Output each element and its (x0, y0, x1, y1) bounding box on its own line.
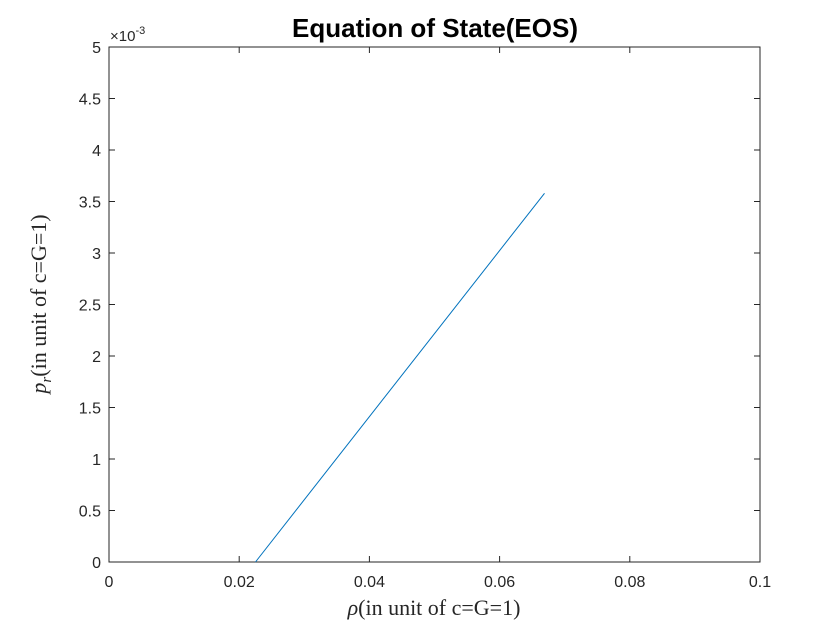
x-tick-label: 0.08 (614, 574, 645, 591)
series-layer (255, 192, 545, 563)
y-multiplier-exponent: -3 (135, 25, 145, 37)
plot-area (108, 46, 761, 563)
y-axis: 0 0.5 1 1.5 2 2.5 3 3.5 4 4.5 5 (79, 40, 760, 572)
y-tick-label: 4 (92, 143, 101, 160)
y-axis-symbol: p (26, 383, 51, 396)
y-tick-label: 5 (92, 40, 101, 57)
y-tick-label: 0.5 (79, 504, 101, 521)
x-tick-label: 0.1 (749, 574, 771, 591)
x-tick-label: 0 (105, 574, 114, 591)
y-axis-multiplier: ×10-3 (110, 25, 145, 45)
x-tick-label: 0.06 (484, 574, 515, 591)
y-tick-label: 2.5 (79, 298, 101, 315)
y-tick-label: 2 (92, 349, 101, 366)
y-axis-subscript: r (39, 377, 55, 383)
x-axis-symbol: ρ (347, 595, 359, 620)
chart-title: Equation of State(EOS) (292, 13, 578, 43)
y-multiplier-prefix: ×10 (110, 28, 135, 45)
series-line (255, 192, 545, 563)
y-tick-label: 0 (92, 555, 101, 572)
x-axis-label: ρ(in unit of c=G=1) (347, 595, 521, 620)
y-tick-label: 3 (92, 246, 101, 263)
y-axis-label: pr(in unit of c=G=1) (26, 214, 55, 395)
x-axis: 0 0.02 0.04 0.06 0.08 0.1 (105, 47, 771, 591)
x-axis-label-text: (in unit of c=G=1) (358, 595, 520, 620)
y-tick-label: 1.5 (79, 401, 101, 418)
y-tick-label: 1 (92, 452, 101, 469)
y-tick-label: 4.5 (79, 92, 101, 109)
x-tick-label: 0.02 (224, 574, 255, 591)
x-tick-label: 0.04 (354, 574, 385, 591)
y-axis-label-text: (in unit of c=G=1) (26, 214, 51, 376)
y-tick-label: 3.5 (79, 195, 101, 212)
